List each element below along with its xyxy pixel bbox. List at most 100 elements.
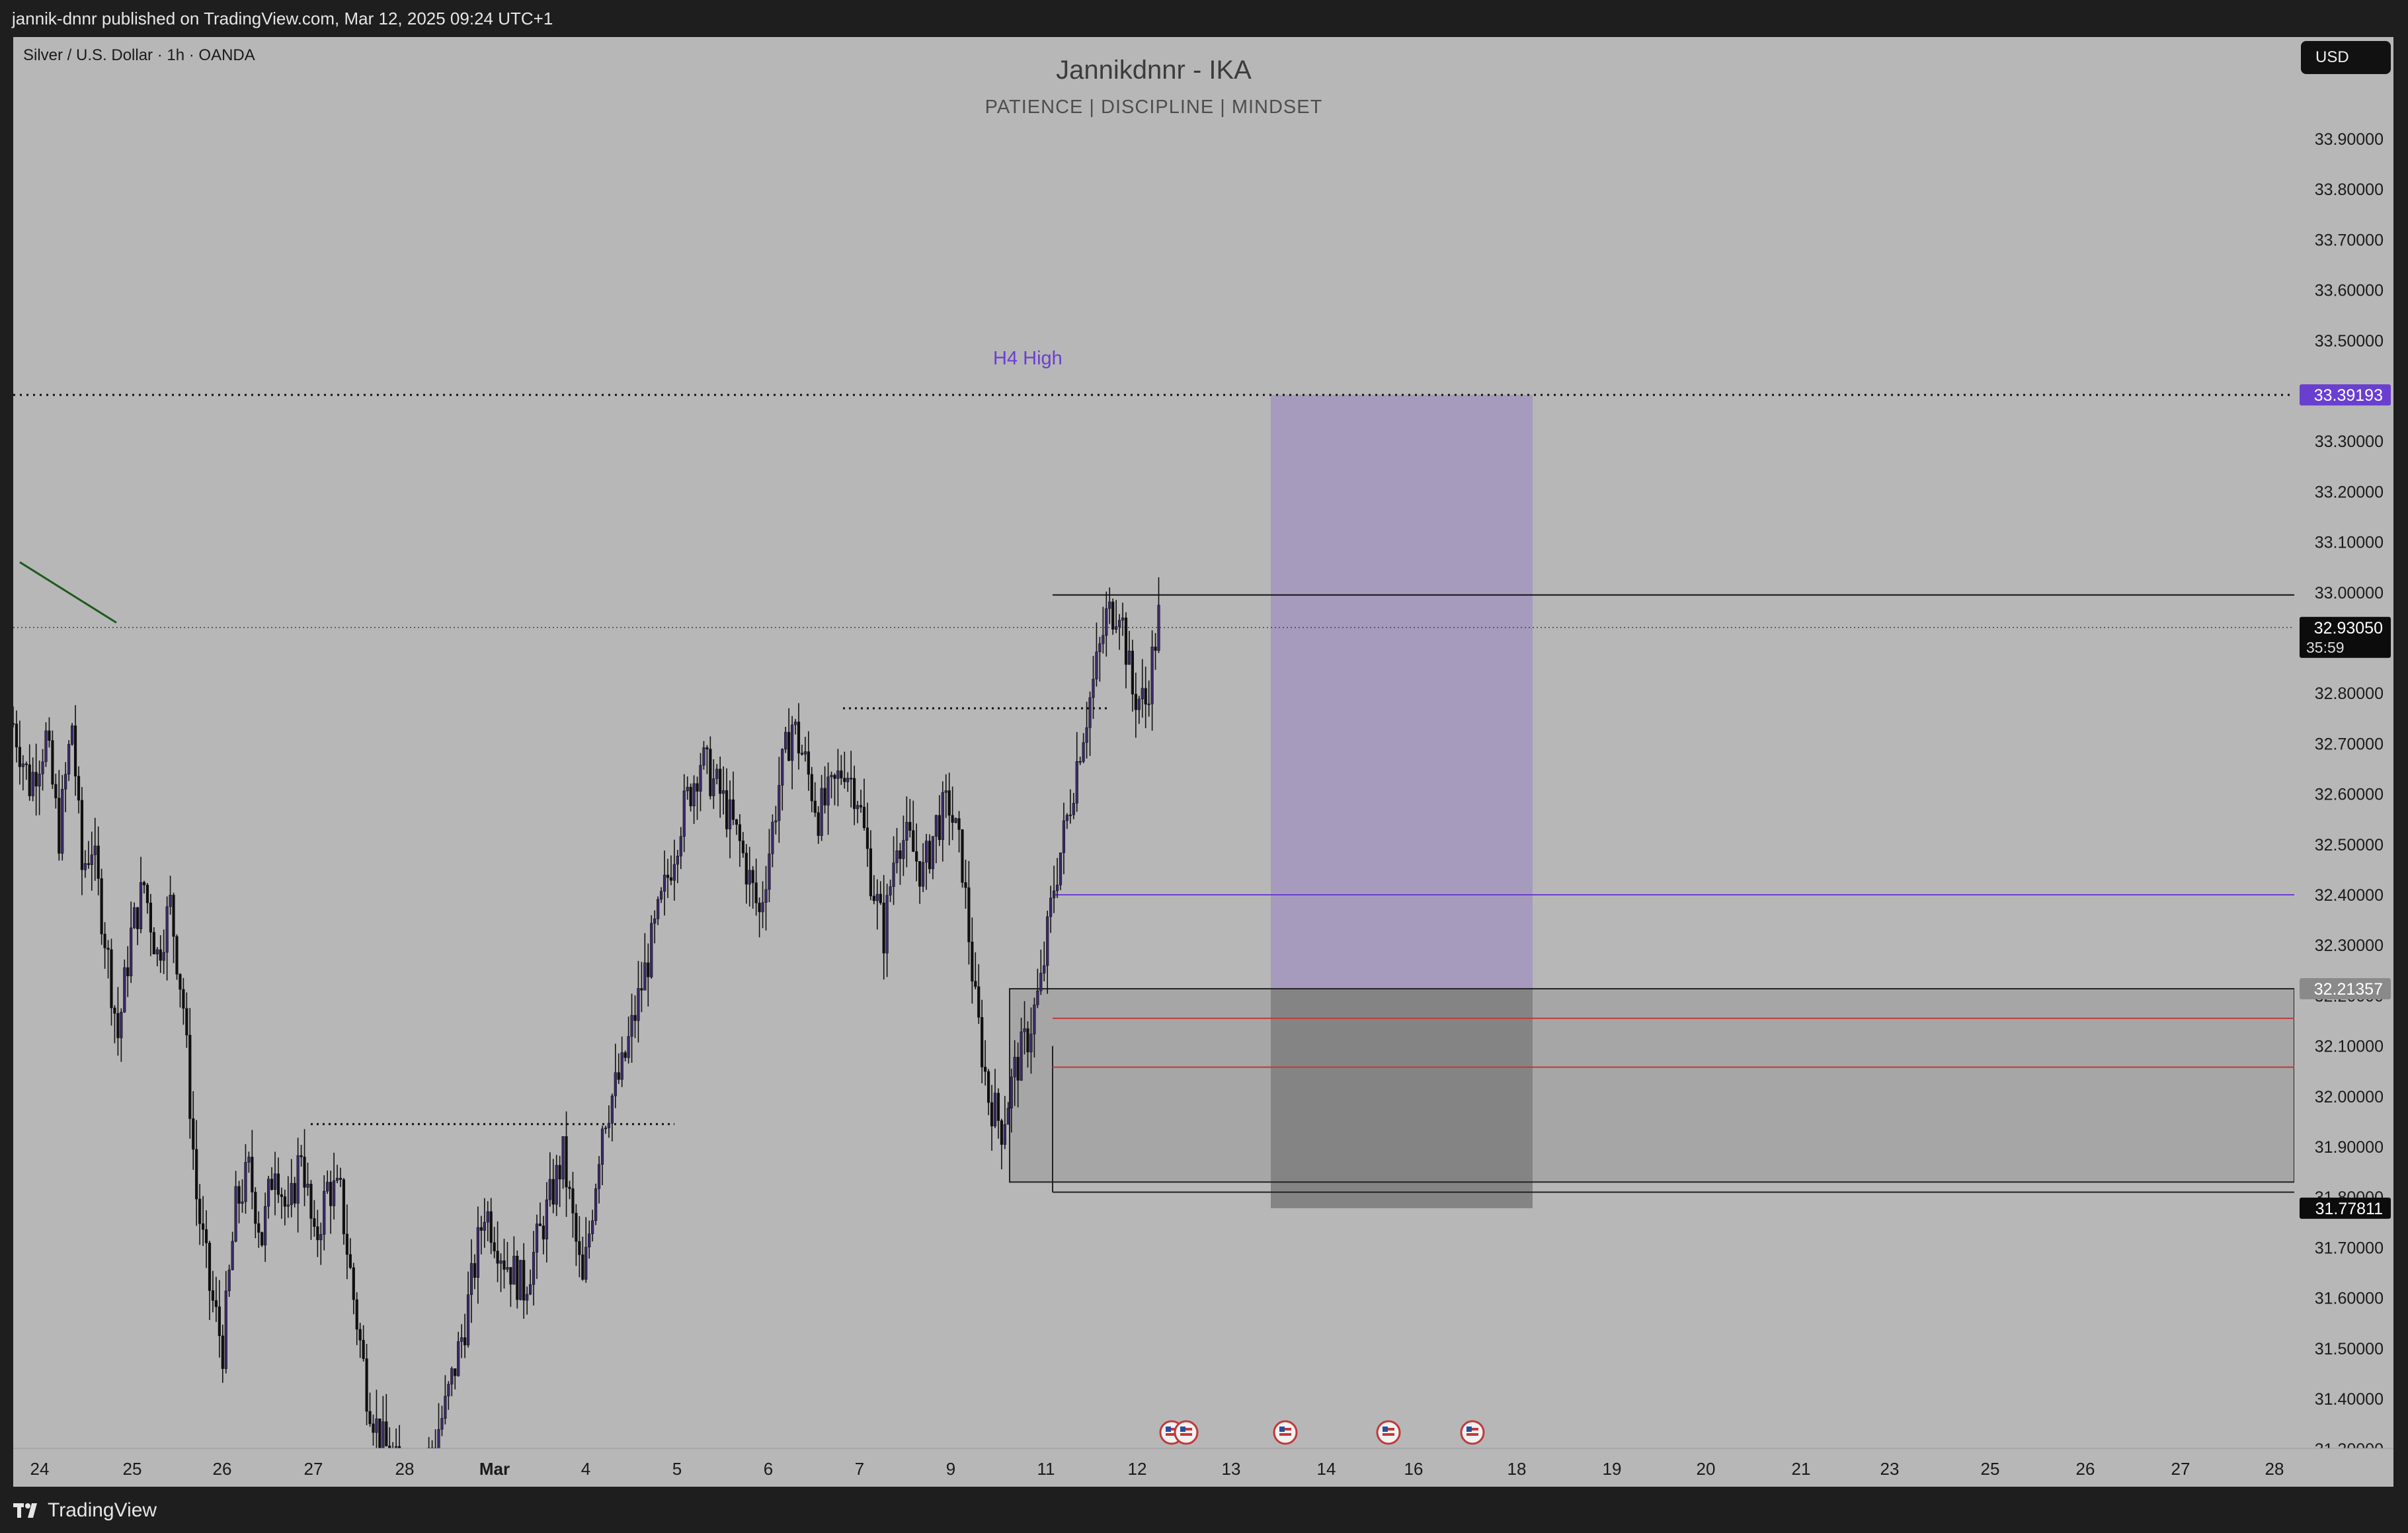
candles[interactable] [13, 577, 1160, 1487]
candle-body [139, 882, 143, 929]
price-tick-label: 33.70000 [2315, 231, 2384, 249]
price-tick-label: 32.80000 [2315, 684, 2384, 703]
candle-body [142, 882, 146, 886]
candle-body [237, 1186, 241, 1204]
candle-body [908, 821, 912, 831]
candle-body [15, 724, 19, 748]
candle-body [947, 790, 951, 816]
candle-body [993, 1093, 997, 1127]
candle-body [463, 1337, 467, 1346]
candle-body [705, 747, 709, 749]
candle-body [447, 1384, 450, 1397]
candle-body [512, 1255, 516, 1285]
candle-body [306, 1183, 309, 1188]
candle-body [1157, 604, 1160, 651]
candle-body [817, 812, 820, 836]
candle-body [1049, 897, 1053, 917]
time-tick-label: 12 [1128, 1459, 1147, 1479]
candle-body [28, 764, 31, 796]
candle-body [702, 747, 705, 766]
footer-bar: TradingView [0, 1487, 2408, 1533]
trend-line[interactable] [19, 561, 117, 624]
candle-body [758, 903, 761, 913]
candle-body [286, 1204, 290, 1207]
symbol-title[interactable]: Silver / U.S. Dollar · 1h · OANDA [23, 46, 255, 64]
candle-body [83, 863, 87, 870]
candle-body [791, 724, 794, 761]
candle-body [1036, 990, 1039, 1005]
chart-canvas[interactable]: 33.90000 33.80000 33.70000 33.60000 33.50000… [13, 37, 2393, 1487]
candle-body [1065, 815, 1068, 821]
candle-body [918, 861, 922, 887]
candle-body [996, 1093, 1000, 1121]
candle-body [251, 1157, 254, 1192]
candle-body [120, 1012, 123, 1038]
candle-body [1046, 916, 1049, 966]
candle-body [41, 761, 44, 774]
candle-body [460, 1337, 463, 1342]
candle-body [110, 949, 113, 1009]
candle-body [1131, 650, 1134, 694]
candle-body [283, 1196, 286, 1207]
candle-body [444, 1395, 447, 1419]
currency-button[interactable]: USD [2301, 41, 2391, 74]
candle-body [241, 1201, 244, 1204]
candle-body [522, 1260, 526, 1301]
candle-body [1085, 727, 1088, 743]
candle-body [77, 776, 81, 801]
candle-body [211, 1290, 215, 1301]
footer-brand-label: TradingView [48, 1499, 157, 1521]
candle-body [1029, 1034, 1033, 1053]
candle-body [476, 1227, 479, 1278]
time-tick-label: 20 [1697, 1459, 1716, 1479]
candle-body [741, 841, 744, 854]
candle-body [316, 1226, 319, 1241]
candle-body [1105, 608, 1108, 636]
candle-body [902, 840, 905, 859]
candle-body [1102, 635, 1105, 644]
candle-body [1016, 1057, 1020, 1081]
candle-body [372, 1423, 375, 1433]
event-flag-icon[interactable] [1376, 1420, 1401, 1445]
candle-body [185, 1008, 188, 1036]
time-tick-label: 4 [581, 1459, 590, 1479]
candle-body [365, 1358, 368, 1412]
candle-body [565, 1136, 568, 1188]
candle-body [1154, 646, 1157, 651]
event-flag-icon[interactable] [1460, 1420, 1485, 1445]
price-label-text: 32.21357 [2314, 980, 2383, 999]
candle-body [224, 1290, 227, 1369]
candle-body [358, 1329, 362, 1341]
candle-body [548, 1179, 551, 1200]
price-label-box [2300, 978, 2391, 1000]
event-flag-stripe [1180, 1433, 1192, 1436]
time-tick-label: 19 [1603, 1459, 1622, 1479]
candle-body [774, 820, 778, 823]
candle-body [1043, 965, 1046, 974]
candle-body [469, 1263, 473, 1296]
candle-body [833, 774, 836, 779]
time-tick-label: 26 [2076, 1459, 2095, 1479]
time-tick-label: 7 [855, 1459, 864, 1479]
candle-body [172, 895, 175, 937]
time-axis[interactable] [13, 1448, 2393, 1487]
event-flag-icon[interactable] [1273, 1420, 1298, 1445]
candle-body [440, 1418, 444, 1430]
candle-body [1039, 973, 1043, 991]
candle-body [133, 907, 136, 929]
chart-frame[interactable]: 33.90000 33.80000 33.70000 33.60000 33.50000… [13, 37, 2393, 1487]
candle-body [738, 824, 741, 841]
candle-body [352, 1267, 355, 1300]
price-tick-label: 33.60000 [2315, 282, 2384, 300]
event-flag-icon[interactable] [1174, 1420, 1199, 1445]
time-tick-label: 6 [764, 1459, 773, 1479]
candle-body [944, 790, 947, 793]
candle-body [348, 1254, 352, 1268]
candle-body [771, 821, 774, 854]
candle-body [1059, 852, 1063, 886]
candle-body [339, 1178, 342, 1180]
candle-body [152, 932, 155, 954]
tradingview-brand[interactable]: TradingView [13, 1497, 157, 1524]
candle-body [846, 778, 850, 782]
candle-body [764, 889, 768, 903]
